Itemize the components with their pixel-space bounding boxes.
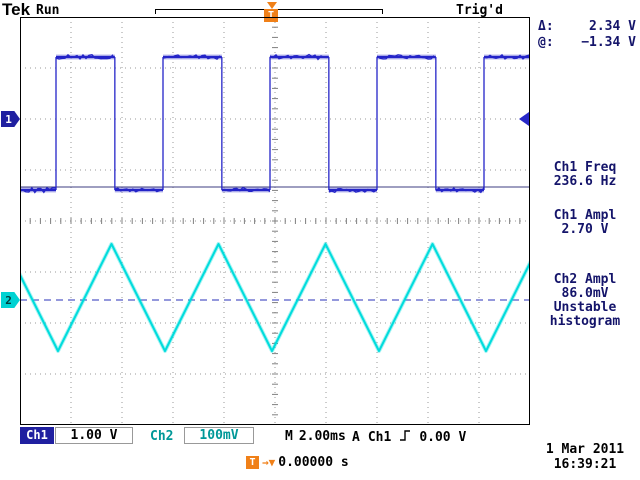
measurement-label: Ch1 Freq — [553, 160, 617, 175]
ch1-position-marker: 1 — [1, 111, 20, 127]
graticule-svg — [20, 17, 530, 425]
cursor-readouts: Δ: 2.34 V @: −1.34 V — [538, 19, 636, 51]
ch2-scale-value: 100mV — [184, 427, 254, 444]
acquisition-status: Run — [36, 3, 60, 18]
measurement-value: 2.70 V — [561, 222, 609, 237]
trigger-mode: A — [352, 430, 360, 445]
cursor-at-label: @: — [538, 35, 554, 50]
trigger-source: Ch1 — [367, 430, 392, 445]
cursor-at-row: @: −1.34 V — [538, 35, 636, 51]
rising-edge-icon — [399, 429, 411, 446]
trigger-position-flag: T — [264, 9, 278, 22]
timebase-value: 2.00ms — [298, 429, 346, 444]
trigger-position-readout: T →▼ 0.00000 s — [246, 455, 349, 470]
measurement-note: Unstable histogram — [549, 300, 621, 329]
measurement-block: Ch1 Freq 236.6 Hz — [532, 161, 638, 189]
trigger-t-chip: T — [246, 456, 259, 469]
cursor-delta-value: 2.34 V — [589, 19, 636, 34]
trigger-status: Trig'd — [456, 3, 503, 18]
timebase-readout: M 2.00ms — [285, 429, 352, 444]
trigger-position-arrow-icon — [267, 2, 277, 9]
trigger-readout: A Ch1 0.00 V — [352, 429, 466, 446]
trigger-level-arrow-icon — [519, 112, 529, 126]
ch1-scale-chip: Ch1 — [20, 427, 54, 444]
measurement-value: 86.0mV — [561, 286, 609, 301]
measurement-block: Ch2 Ampl 86.0mV Unstable histogram — [532, 273, 638, 329]
trigger-position-arrows-icon: →▼ — [262, 456, 276, 469]
measurement-label: Ch1 Ampl — [553, 208, 617, 223]
timebase-label: M — [285, 429, 293, 444]
cursor-delta-label: Δ: — [538, 19, 554, 34]
measurement-value: 236.6 Hz — [553, 174, 617, 189]
measurement-label: Ch2 Ampl — [553, 272, 617, 287]
measurement-block: Ch1 Ampl 2.70 V — [532, 209, 638, 237]
trigger-level-value: 0.00 V — [419, 430, 467, 445]
ch2-scale-label: Ch2 — [150, 429, 174, 444]
time-text: 16:39:21 — [553, 457, 617, 472]
trigger-position-value: 0.00000 s — [278, 455, 349, 470]
ch2-position-marker: 2 — [1, 292, 20, 308]
ch1-scale-value: 1.00 V — [55, 427, 133, 444]
cursor-at-value: −1.34 V — [581, 35, 636, 50]
cursor-delta-row: Δ: 2.34 V — [538, 19, 636, 35]
date-text: 1 Mar 2011 — [545, 442, 625, 457]
tek-logo: Tek — [2, 0, 31, 19]
